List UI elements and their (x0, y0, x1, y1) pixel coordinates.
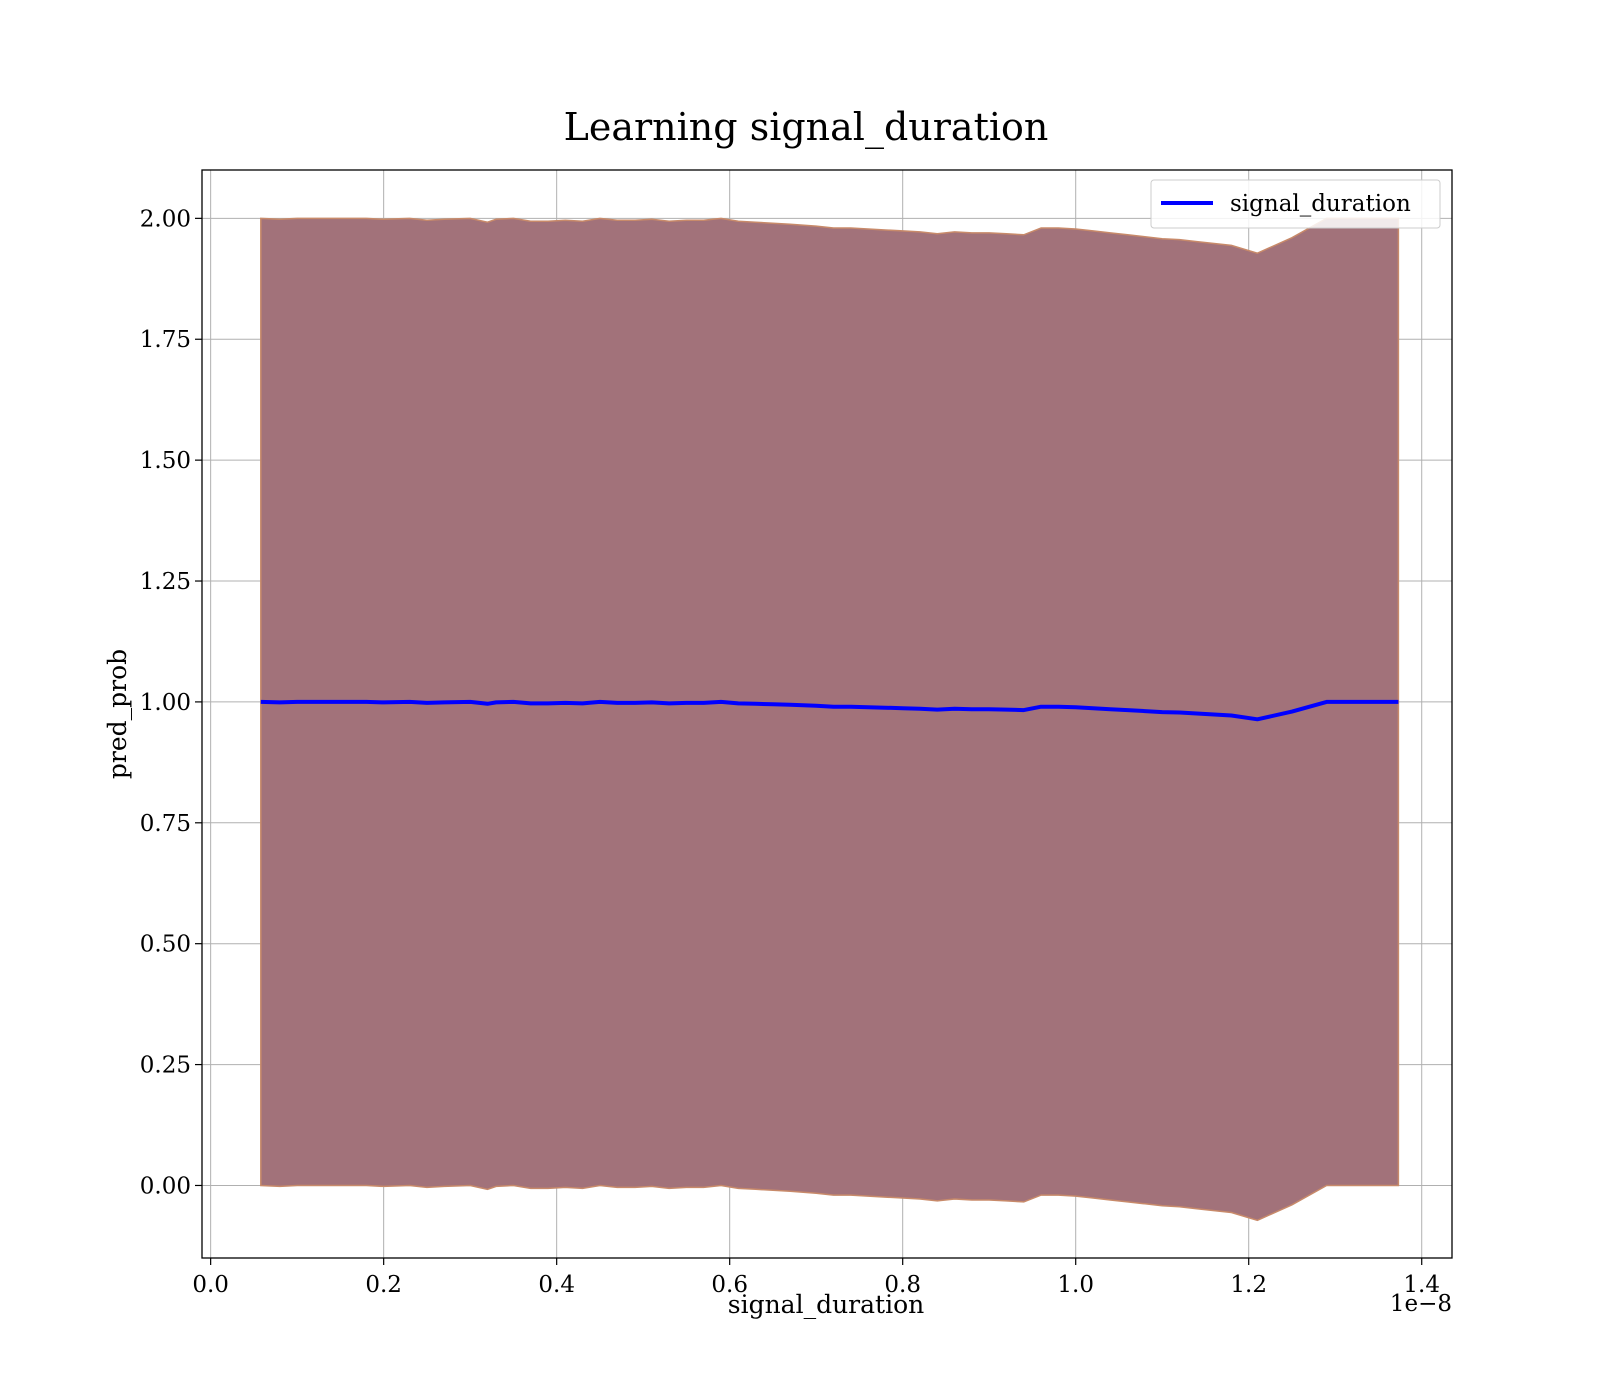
y-tick-label: 0.75 (140, 811, 191, 837)
x-tick-label: 0.8 (884, 1272, 921, 1298)
y-tick-label: 1.00 (140, 690, 191, 716)
chart-title: Learning signal_duration (564, 105, 1049, 150)
y-tick-label: 2.00 (140, 206, 191, 232)
legend: signal_duration (1150, 179, 1441, 229)
y-tick-label: 1.25 (140, 569, 191, 595)
y-tick-label: 0.00 (140, 1173, 191, 1199)
series-line-signal-duration (260, 699, 1399, 722)
plot-frame (201, 169, 1453, 1259)
series-line-layer (260, 699, 1399, 722)
y-tick-label: 0.25 (140, 1053, 191, 1079)
y-tick-label: 1.50 (140, 448, 191, 474)
x-axis-label: signal_duration (728, 1290, 924, 1319)
y-tick-label: 1.75 (140, 327, 191, 353)
confidence-band (260, 217, 1400, 1222)
x-tick-label: 0.4 (538, 1272, 575, 1298)
y-axis-label: pred_prob (103, 649, 132, 779)
legend-box (1150, 179, 1441, 229)
x-tick-label: 1.4 (1403, 1272, 1440, 1298)
confidence-band-layer (260, 217, 1400, 1222)
x-tick-label: 0.2 (365, 1272, 402, 1298)
x-tick-label: 0.0 (192, 1272, 229, 1298)
x-tick-label: 1.0 (1057, 1272, 1094, 1298)
y-tick-label: 0.50 (140, 932, 191, 958)
legend-label: signal_duration (1230, 191, 1411, 217)
x-tick-label: 1.2 (1230, 1272, 1267, 1298)
x-axis-offset-label: 1e−8 (1390, 1291, 1452, 1317)
y-axis-ticks: 0.00 0.25 0.50 0.75 1.00 1.25 1.50 1.75 2.00 (140, 206, 202, 1199)
x-axis-ticks: 0.0 0.2 0.4 0.6 0.8 1.0 1.2 1.4 (192, 1258, 1440, 1298)
x-tick-label: 0.6 (711, 1272, 748, 1298)
